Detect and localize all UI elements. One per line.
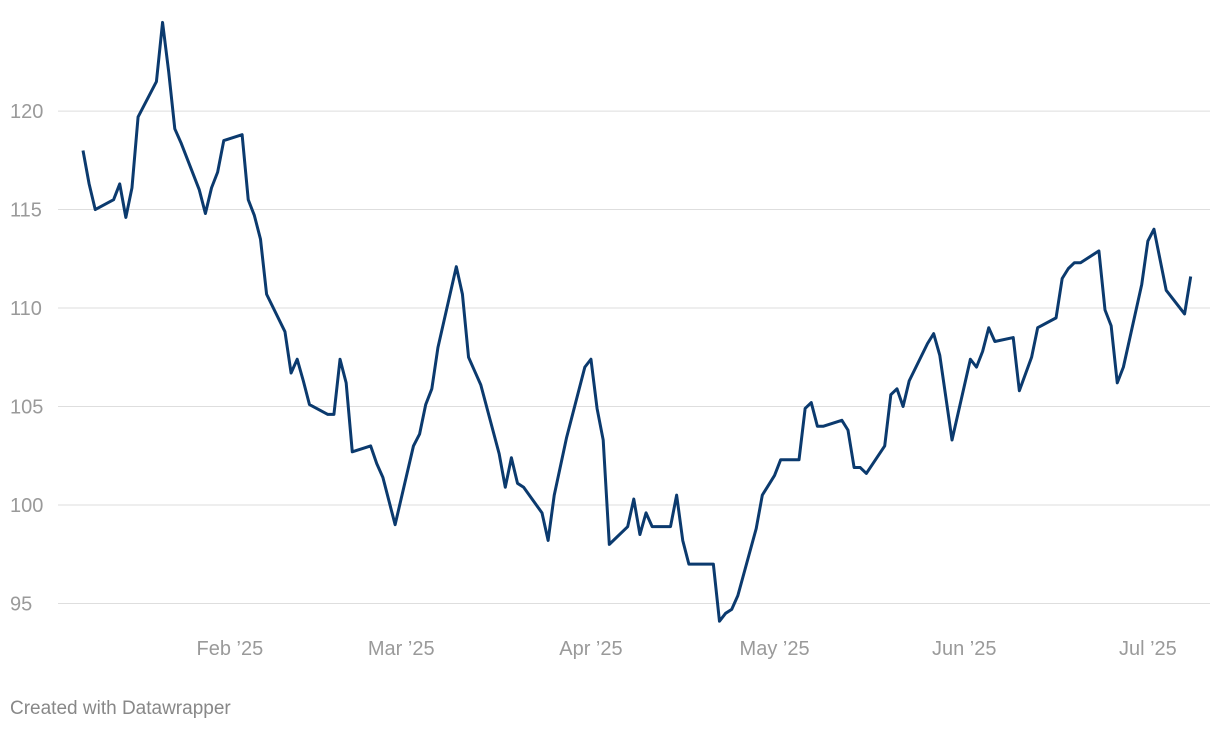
y-tick-label: 100 (10, 495, 43, 517)
x-tick-label: Apr ’25 (559, 638, 622, 660)
x-tick-label: Jul ’25 (1119, 638, 1177, 660)
footer: Created with Datawrapper (10, 698, 231, 719)
line (81, 20, 1193, 623)
x-tick-label: Feb ’25 (197, 638, 264, 660)
x-tick-label: May ’25 (740, 638, 810, 660)
x-tick-label: Mar ’25 (368, 638, 435, 660)
y-tick-label: 120 (10, 101, 43, 123)
y-tick-label: 110 (10, 298, 42, 320)
y-tick-label: 115 (10, 200, 42, 222)
y-tick-label: 95 (10, 593, 32, 615)
y-tick-label: 105 (10, 397, 43, 419)
x-tick-label: Jun ’25 (932, 638, 997, 660)
